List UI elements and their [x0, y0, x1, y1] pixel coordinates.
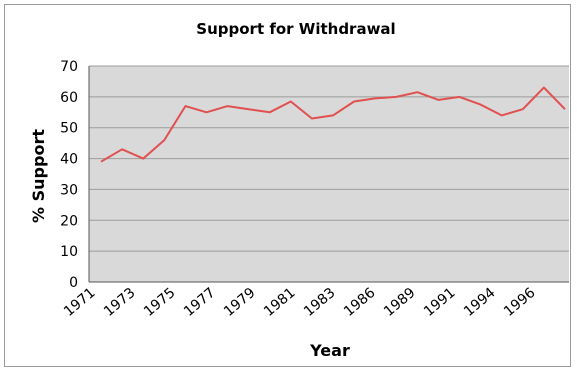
- x-tick-label: 1994: [461, 285, 499, 320]
- y-axis-title: % Support: [29, 129, 48, 223]
- chart-title: Support for Withdrawal: [196, 20, 395, 38]
- y-tick-label: 50: [60, 121, 78, 137]
- x-tick-label: 1977: [181, 285, 219, 320]
- x-tick-label: 1991: [421, 285, 459, 320]
- x-tick-label: 1973: [101, 285, 139, 320]
- series-line: [100, 86, 566, 163]
- x-tick-label: 1989: [381, 285, 419, 320]
- x-tick-label: 1979: [221, 285, 259, 320]
- plot-area: [89, 66, 569, 282]
- y-tick-label: 30: [60, 182, 78, 198]
- y-tick-label: 10: [60, 244, 78, 260]
- x-tick-label: 1986: [341, 285, 379, 320]
- x-tick-label: 1975: [141, 285, 179, 320]
- y-tick-label: 40: [60, 152, 78, 168]
- y-tick-label: 0: [69, 275, 78, 291]
- y-tick-label: 70: [60, 59, 78, 75]
- x-tick-label: 1981: [261, 285, 299, 320]
- y-tick-label: 60: [60, 90, 78, 106]
- x-axis-title: Year: [309, 341, 350, 360]
- x-tick-label: 1996: [501, 285, 539, 320]
- x-tick-label: 1971: [61, 285, 99, 320]
- y-tick-label: 20: [60, 213, 78, 229]
- x-tick-label: 1983: [301, 285, 339, 320]
